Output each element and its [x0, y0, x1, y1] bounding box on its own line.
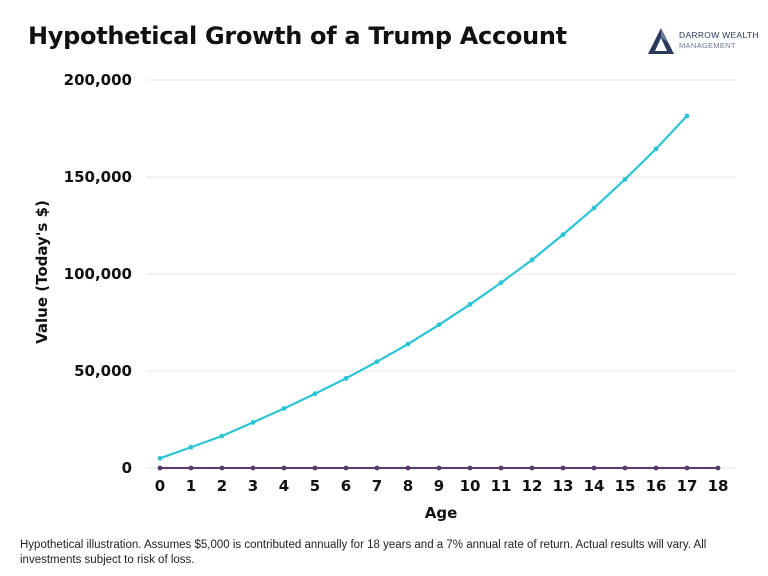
series-line — [159, 115, 688, 460]
data-point — [219, 465, 225, 471]
logo-line-1: DARROW WEALTH — [679, 30, 759, 40]
x-tick-label: 9 — [434, 477, 444, 495]
data-point — [560, 465, 566, 471]
data-point — [374, 465, 380, 471]
y-axis-label: Value (Today's $) — [33, 200, 51, 344]
x-tick-labels: 0 1 2 3 4 5 6 7 8 9 10 11 12 13 14 15 16 17 18 — [155, 477, 729, 495]
gridlines — [146, 79, 736, 469]
x-axis-label: Age — [425, 504, 458, 522]
data-point — [436, 465, 442, 471]
data-point — [467, 302, 473, 307]
data-point — [250, 420, 256, 425]
data-point — [188, 465, 194, 471]
data-point — [405, 465, 411, 471]
logo-line-2: MANAGEMENT — [679, 41, 736, 50]
data-point — [281, 406, 287, 411]
y-tick-label: 50,000 — [74, 362, 132, 380]
x-tick-label: 12 — [522, 477, 543, 495]
data-point — [436, 322, 442, 328]
y-tick-label: 0 — [122, 459, 132, 477]
data-point — [498, 280, 504, 286]
data-point — [281, 465, 287, 471]
triangle-logo-icon — [648, 28, 674, 54]
x-tick-label: 16 — [646, 477, 667, 495]
x-tick-label: 17 — [677, 477, 698, 495]
y-tick-labels: 0 50,000 100,000 150,000 200,000 — [64, 71, 132, 477]
data-point — [157, 455, 163, 461]
data-point — [715, 465, 721, 471]
x-tick-label: 5 — [310, 477, 320, 495]
x-tick-label: 1 — [186, 477, 196, 495]
data-point — [250, 465, 256, 471]
data-point — [467, 465, 473, 471]
data-point — [622, 176, 628, 182]
data-point — [405, 341, 411, 347]
data-point — [684, 465, 690, 471]
chart-title: Hypothetical Growth of a Trump Account — [28, 22, 567, 50]
x-tick-label: 8 — [403, 477, 413, 495]
data-point — [219, 433, 225, 439]
data-point — [343, 465, 349, 471]
data-point — [622, 465, 628, 471]
data-point — [591, 465, 597, 471]
x-tick-label: 13 — [553, 477, 574, 495]
x-tick-label: 3 — [248, 477, 258, 495]
data-point — [312, 465, 318, 471]
x-tick-label: 4 — [279, 477, 289, 495]
y-tick-label: 200,000 — [64, 71, 132, 89]
x-tick-label: 10 — [460, 477, 481, 495]
x-tick-label: 2 — [217, 477, 227, 495]
data-point — [560, 232, 566, 238]
data-point — [498, 465, 504, 471]
brand-logo: DARROW WEALTH MANAGEMENT — [646, 24, 759, 58]
data-point — [188, 444, 194, 450]
data-point — [653, 146, 659, 152]
data-point — [684, 113, 690, 119]
data-point — [653, 465, 659, 471]
y-tick-label: 150,000 — [64, 168, 132, 186]
data-point — [591, 205, 597, 211]
data-point — [529, 465, 535, 471]
series-group — [157, 113, 721, 471]
data-point — [157, 465, 163, 471]
x-tick-label: 11 — [491, 477, 512, 495]
x-tick-label: 14 — [584, 477, 605, 495]
x-tick-label: 6 — [341, 477, 351, 495]
y-tick-label: 100,000 — [64, 265, 132, 283]
data-point — [343, 375, 349, 381]
x-tick-label: 7 — [372, 477, 382, 495]
data-point — [529, 257, 535, 263]
footnote: Hypothetical illustration. Assumes $5,00… — [20, 539, 707, 566]
data-point — [312, 391, 318, 397]
x-tick-label: 18 — [708, 477, 729, 495]
x-tick-label: 15 — [615, 477, 636, 495]
data-point — [374, 359, 380, 365]
x-tick-label: 0 — [155, 477, 165, 495]
